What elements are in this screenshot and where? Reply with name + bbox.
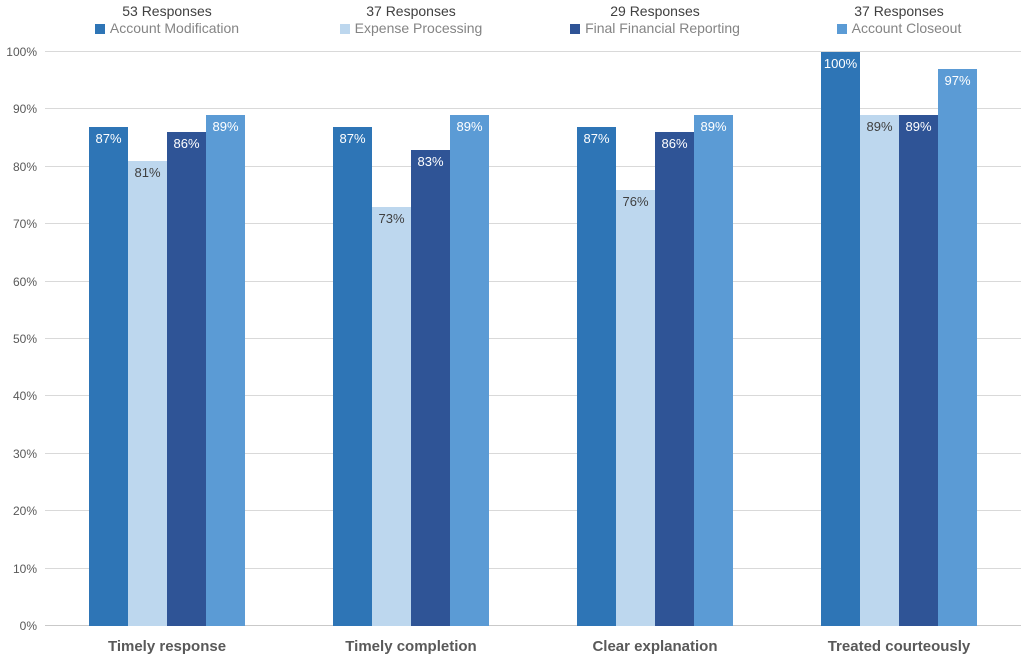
bar-value-label: 83% [417,153,444,169]
bar-value-label: 73% [378,210,405,226]
gridline-80% [45,165,1021,167]
bar: 89% [450,115,489,626]
y-axis-tick-label: 50% [12,332,37,346]
bar-group-0: 87% 81% 86% 89% [45,52,289,626]
legend-swatch-icon [94,23,105,34]
bar: 87% [89,126,128,626]
gridline-0% [45,625,1021,626]
category-label: Treated courteously [827,638,971,655]
legend-entry-final-financial-reporting: 29 Responses Final Financial Reporting [533,2,777,46]
bar-value-label: 89% [866,119,893,135]
y-axis-tick-label: 100% [6,45,37,59]
gridline-100% [45,51,1021,52]
legend-swatch-icon [570,23,581,34]
bar: 87% [333,126,372,626]
bar-value-label: 86% [173,136,200,152]
y-axis-tick-label: 60% [12,274,37,289]
gridline-60% [45,280,1021,282]
bar-value-label: 89% [456,119,483,135]
legend-entry-account-modification: 53 Responses Account Modification [45,2,289,46]
category-axis: Timely response Timely completion Clear ex… [45,626,1021,667]
bar: 89% [860,115,899,626]
plot-area: 0% 10% 20% 30% 40% 50% 60% 70% 80% 90% 100% 87% 81% 8… [6,45,1021,633]
bar-value-label: 76% [622,193,649,209]
y-axis-tick-label: 10% [12,561,37,576]
legend-series-name: Account Modification [109,20,240,36]
chart-legend: 53 Responses Account Modification 37 Res… [45,2,1021,46]
legend-entry-account-closeout: 37 Responses Account Closeout [777,2,1021,46]
y-axis-tick-label: 30% [12,446,37,461]
bar-group-1: 87% 73% 83% 89% [289,52,533,626]
bar: 76% [616,189,655,626]
bar-value-label: 89% [212,119,239,135]
category-label: Clear explanation [592,638,718,655]
y-axis-tick-label: 80% [12,159,37,174]
gridline-90% [45,108,1021,110]
legend-series-name: Account Closeout [851,20,962,36]
legend-response-count: 37 Responses [854,3,944,19]
legend-response-count: 53 Responses [122,3,212,19]
bar-value-label: 97% [944,73,971,89]
legend-swatch-icon [339,23,350,34]
gridline-10% [45,567,1021,569]
bar-value-label: 81% [134,165,161,181]
legend-entry-expense-processing: 37 Responses Expense Processing [289,2,533,46]
gridline-50% [45,338,1021,339]
bar-value-label: 86% [661,136,688,152]
legend-series-name: Final Financial Reporting [585,20,740,36]
bar: 86% [655,132,694,626]
bar: 100% [821,52,860,626]
legend-swatch-icon [836,23,847,34]
legend-response-count: 37 Responses [366,3,456,19]
bar-value-label: 100% [823,56,858,71]
category-label: Timely response [107,638,227,655]
y-axis-tick-label: 70% [12,217,37,232]
bar: 89% [694,115,733,626]
y-axis-tick-label: 40% [12,389,37,404]
bar: 86% [167,132,206,626]
y-axis-tick-label: 0% [19,619,37,633]
bar: 81% [128,161,167,626]
bar-group-2: 87% 76% 86% 89% [533,52,777,626]
bar: 83% [411,149,450,626]
gridline-70% [45,223,1021,225]
bar: 97% [938,69,977,626]
bar-value-label: 89% [905,119,932,135]
bar: 87% [577,126,616,626]
legend-series-name: Expense Processing [354,20,483,36]
category-label: Timely completion [345,638,477,655]
bar-value-label: 87% [95,130,122,146]
gridline-40% [45,395,1021,397]
y-axis-tick-label: 90% [12,102,37,117]
gridline-20% [45,510,1021,512]
bar: 89% [206,115,245,626]
bar: 89% [899,115,938,626]
bar: 73% [372,206,411,626]
gridline-30% [45,452,1021,454]
legend-response-count: 29 Responses [610,3,700,19]
bar-value-label: 87% [339,130,366,146]
bar-group-3: 100% 89% 89% 97% [777,52,1021,626]
bar-groups: 87% 81% 86% 89% 87% 73% 83% 89% 87% 76% 86% 89% 100%… [45,52,1021,626]
y-axis-tick-label: 20% [12,504,37,519]
bar-value-label: 89% [700,119,727,135]
bar-value-label: 87% [583,130,610,146]
